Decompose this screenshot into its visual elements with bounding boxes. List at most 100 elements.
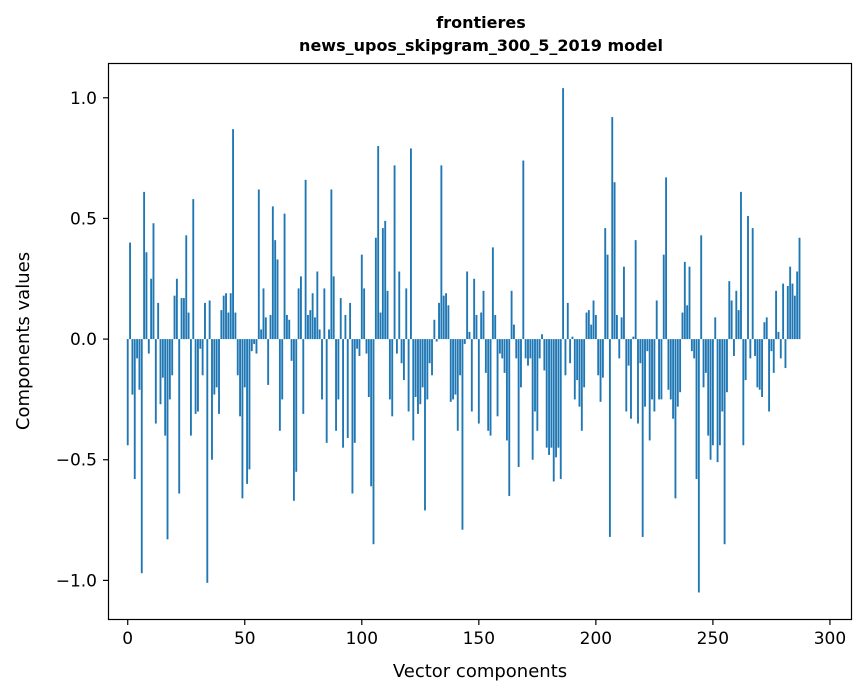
- bar-232: [669, 339, 672, 400]
- bar-62: [271, 206, 274, 340]
- bar-199: [592, 300, 595, 340]
- bar-242: [693, 339, 696, 359]
- x-tick-label: 250: [697, 629, 729, 649]
- bar-164: [510, 290, 513, 340]
- bar-227: [658, 339, 660, 400]
- bar-109: [381, 228, 384, 340]
- bar-200: [594, 314, 597, 340]
- bar-132: [435, 339, 438, 342]
- bar-228: [660, 339, 663, 400]
- bar-54: [253, 339, 256, 344]
- bar-8: [145, 252, 148, 340]
- bar-115: [395, 339, 398, 354]
- bar-9: [147, 339, 150, 354]
- bar-224: [651, 339, 653, 400]
- bar-103: [367, 339, 370, 397]
- bar-212: [623, 266, 625, 340]
- bar-66: [281, 339, 284, 400]
- bar-80: [314, 317, 316, 340]
- bar-78: [309, 310, 312, 340]
- bar-157: [494, 314, 497, 340]
- bar-99: [358, 339, 361, 356]
- bar-53: [250, 339, 253, 352]
- bar-248: [707, 339, 710, 436]
- bar-98: [356, 339, 359, 349]
- bar-158: [496, 339, 499, 417]
- bar-173: [531, 339, 534, 460]
- bar-37: [213, 339, 216, 395]
- bar-269: [756, 339, 759, 388]
- bar-10: [150, 278, 153, 340]
- bar-23: [180, 298, 183, 340]
- plot-area-frame: [107, 62, 853, 621]
- bar-59: [264, 317, 267, 340]
- bar-203: [601, 339, 604, 378]
- x-tick-label: 100: [346, 629, 378, 649]
- bar-253: [718, 339, 721, 446]
- bar-20: [173, 295, 176, 340]
- bar-245: [700, 235, 703, 340]
- bar-72: [295, 339, 298, 472]
- bar-88: [332, 276, 335, 340]
- bar-239: [686, 305, 689, 340]
- bar-244: [697, 339, 700, 593]
- bar-189: [569, 339, 572, 364]
- bar-87: [330, 189, 333, 340]
- bar-265: [747, 216, 749, 340]
- bar-5: [138, 339, 141, 390]
- bar-90: [337, 339, 340, 400]
- bar-192: [576, 339, 579, 381]
- bar-198: [590, 324, 593, 340]
- bar-48: [239, 339, 242, 417]
- bar-57: [260, 329, 263, 340]
- bar-28: [192, 199, 195, 340]
- bar-276: [772, 339, 775, 373]
- bar-214: [627, 339, 630, 366]
- bar-268: [754, 339, 756, 356]
- bar-25: [185, 235, 188, 340]
- bar-281: [784, 339, 787, 369]
- bar-262: [740, 191, 742, 340]
- bar-235: [676, 339, 679, 407]
- bar-49: [241, 339, 244, 499]
- bar-71: [292, 339, 295, 501]
- bar-series: [126, 88, 801, 593]
- bar-169: [522, 160, 525, 340]
- bar-106: [374, 237, 377, 340]
- bar-65: [278, 339, 281, 431]
- bar-264: [744, 339, 747, 381]
- bar-163: [508, 339, 511, 496]
- bar-205: [606, 254, 609, 340]
- bar-211: [620, 317, 623, 340]
- bar-13: [157, 302, 160, 340]
- bar-177: [541, 334, 543, 340]
- bar-129: [428, 339, 431, 364]
- bar-148: [473, 278, 476, 340]
- bar-171: [527, 339, 529, 366]
- bar-150: [477, 339, 480, 424]
- bar-282: [786, 286, 789, 340]
- bar-287: [798, 237, 801, 340]
- bar-209: [615, 314, 618, 340]
- bar-152: [482, 290, 485, 340]
- bar-112: [388, 339, 391, 400]
- bar-73: [297, 288, 300, 340]
- bar-86: [328, 329, 330, 340]
- bar-97: [353, 339, 356, 443]
- bar-126: [421, 339, 424, 388]
- bar-254: [721, 339, 724, 412]
- bar-133: [438, 302, 440, 340]
- bar-184: [557, 339, 560, 448]
- bar-273: [765, 317, 768, 340]
- bar-117: [400, 339, 403, 364]
- bar-238: [683, 261, 686, 340]
- bar-172: [529, 339, 532, 359]
- bar-41: [222, 295, 225, 340]
- x-axis-ticks: 0 50 100 150 200 250 300: [122, 619, 846, 649]
- bar-67: [283, 213, 286, 340]
- bar-105: [372, 339, 375, 545]
- bar-30: [197, 339, 199, 412]
- bar-191: [573, 339, 576, 400]
- bar-82: [318, 329, 321, 340]
- bar-146: [468, 331, 471, 340]
